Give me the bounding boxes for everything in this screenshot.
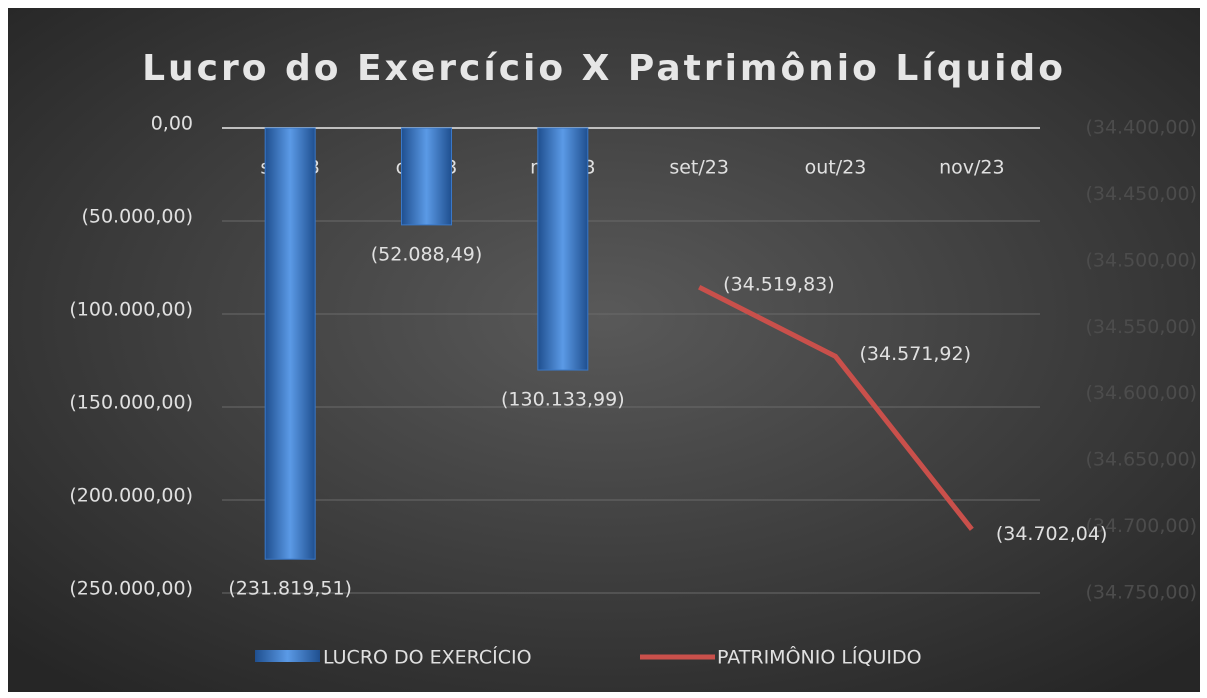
y-tick-label: (50.000,00) [81, 206, 193, 228]
y-tick-label: (150.000,00) [69, 392, 193, 414]
data-label: (231.819,51) [228, 578, 352, 600]
x-tick-label: out/23 [805, 157, 867, 179]
x-tick-label: set/23 [669, 157, 729, 179]
y-tick-label: (100.000,00) [69, 299, 193, 321]
bar [264, 127, 316, 560]
chart-title: Lucro do Exercício X Patrimônio Líquido [142, 48, 1066, 89]
data-label: (34.519,83) [723, 274, 835, 296]
data-label: (34.702,04) [996, 523, 1108, 545]
y2-tick-label: (34.650,00) [1085, 449, 1197, 471]
y-tick-label: (200.000,00) [69, 485, 193, 507]
bar [401, 127, 452, 226]
line [698, 284, 974, 531]
legend-label: PATRIMÔNIO LÍQUIDO [717, 645, 922, 669]
y2-tick-label: (34.550,00) [1085, 316, 1197, 338]
x-tick-label: nov/23 [939, 157, 1005, 179]
y2-tick-label: (34.750,00) [1085, 582, 1197, 604]
y2-tick-label: (34.450,00) [1085, 183, 1197, 205]
bar [537, 127, 589, 371]
chart-background [8, 8, 1200, 692]
y2-tick-label: (34.500,00) [1085, 249, 1197, 271]
y2-tick-label: (34.700,00) [1085, 515, 1197, 537]
legend-label: LUCRO DO EXERCÍCIO [323, 646, 532, 669]
y2-tick-label: (34.400,00) [1085, 117, 1197, 139]
data-label: (130.133,99) [501, 389, 625, 411]
legend-swatch [255, 650, 320, 662]
data-label: (34.571,92) [860, 343, 972, 365]
y-tick-label: (250.000,00) [69, 578, 193, 600]
y-tick-label: 0,00 [151, 113, 193, 135]
data-label: (52.088,49) [371, 243, 483, 265]
y2-tick-label: (34.600,00) [1085, 382, 1197, 404]
